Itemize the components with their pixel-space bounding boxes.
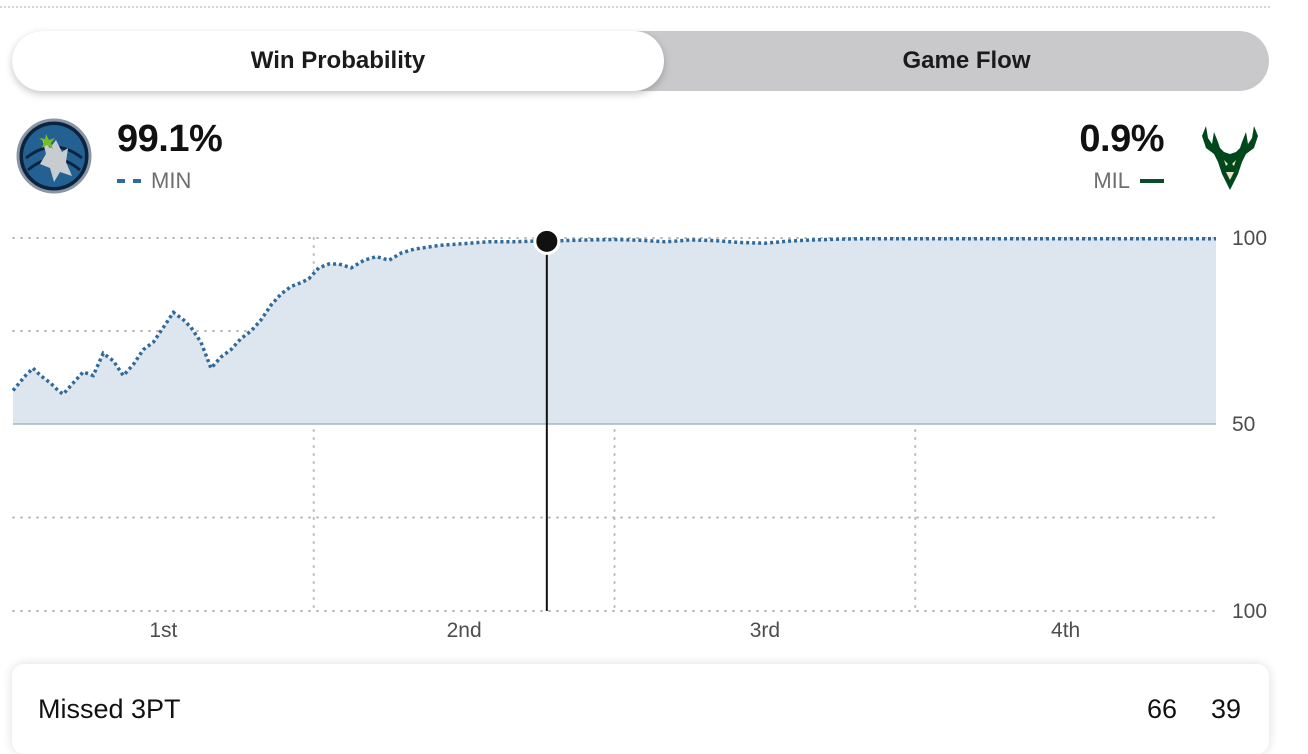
x-tick-label: 3rd [750, 619, 780, 640]
away-legend: MIL [1093, 168, 1164, 194]
win-probability-chart: 100 50 100 1st 2nd 3rd 4th [11, 227, 1267, 640]
y-tick-label: 100 [1232, 600, 1267, 623]
x-tick-label: 4th [1051, 619, 1080, 640]
away-win-percentage: 0.9% [1079, 118, 1164, 160]
solid-line-legend-icon [1140, 179, 1164, 183]
tab-game-flow[interactable]: Game Flow [902, 47, 1031, 74]
timberwolves-logo [16, 118, 92, 194]
top-divider [0, 6, 1270, 8]
home-legend: MIN [117, 168, 191, 194]
y-tick-label: 100 [1232, 227, 1267, 250]
win-probability-area [13, 238, 1216, 424]
home-team-abbr: MIN [151, 168, 192, 193]
x-tick-label: 2nd [447, 619, 482, 640]
tab-win-probability[interactable]: Win Probability [12, 31, 664, 91]
home-win-percentage: 99.1% [117, 118, 223, 160]
dashed-line-legend-icon [117, 179, 141, 183]
current-play-marker-dot[interactable] [533, 227, 561, 255]
away-score: 39 [1210, 694, 1241, 724]
play-detail-card[interactable]: Missed 3PT 66 39 [12, 664, 1269, 754]
x-tick-label: 1st [149, 619, 177, 640]
home-score: 66 [1146, 694, 1177, 724]
bucks-logo [1202, 126, 1258, 190]
y-tick-label: 50 [1232, 413, 1255, 436]
chart-view-tabs: Win Probability Game Flow [12, 31, 1269, 91]
away-team-abbr: MIL [1093, 168, 1130, 193]
play-description: Missed 3PT [38, 694, 181, 724]
